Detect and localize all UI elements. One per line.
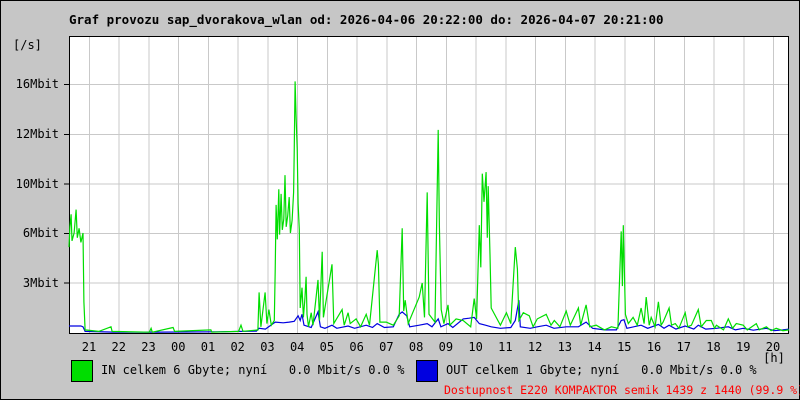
y-tick-label: 6Mbit [22,226,59,240]
x-tick-label: 09 [438,340,454,354]
in-series-line [68,81,790,333]
x-tick-label: 10 [468,340,483,354]
x-axis-unit-label: [h] [763,351,785,365]
x-tick-label: 00 [170,340,186,354]
legend-out-label: OUT celkem 1 Gbyte; nyní 0.0 Mbit/s 0.0 … [446,363,757,377]
x-tick-label: 23 [141,340,156,354]
x-tick-label: 06 [349,340,364,354]
x-tick-label: 16 [646,340,662,354]
legend-out-swatch [416,360,438,382]
y-tick-label: 16Mbit [15,77,59,91]
x-tick-label: 11 [498,340,513,354]
x-tick-label: 03 [260,340,275,354]
x-tick-label: 07 [379,340,394,354]
x-tick-label: 19 [736,340,751,354]
y-axis-unit-label: [/s] [13,38,42,52]
x-tick-label: 22 [111,340,126,354]
x-tick-label: 13 [557,340,573,354]
x-tick-label: 02 [230,340,245,354]
x-tick-label: 04 [289,340,305,354]
x-tick-label: 15 [617,340,632,354]
y-tick-label: 3Mbit [22,275,59,290]
x-tick-label: 14 [587,340,602,354]
x-tick-label: 20 [765,340,781,354]
y-tick-label: 12Mbit [15,127,59,141]
legend-in-label: IN celkem 6 Gbyte; nyní 0.0 Mbit/s 0.0 % [101,363,405,377]
x-tick-label: 05 [319,340,335,354]
legend-in-swatch [71,360,93,382]
plot-frame [69,36,789,334]
x-tick-label: 08 [408,340,424,354]
out-series-line [69,300,790,333]
x-tick-label: 12 [527,340,543,354]
x-tick-label: 21 [81,340,97,354]
x-tick-label: 17 [676,340,691,354]
x-tick-label: 18 [706,340,721,354]
y-tick-label: 10Mbit [15,176,59,191]
plot-area [64,36,790,334]
page-title: Graf provozu sap_dvorakova_wlan od: 2026… [69,12,664,27]
x-tick-label: 01 [200,340,216,354]
availability-label: Dostupnost E220 KOMPAKTOR semik 1439 z 1… [444,383,800,397]
